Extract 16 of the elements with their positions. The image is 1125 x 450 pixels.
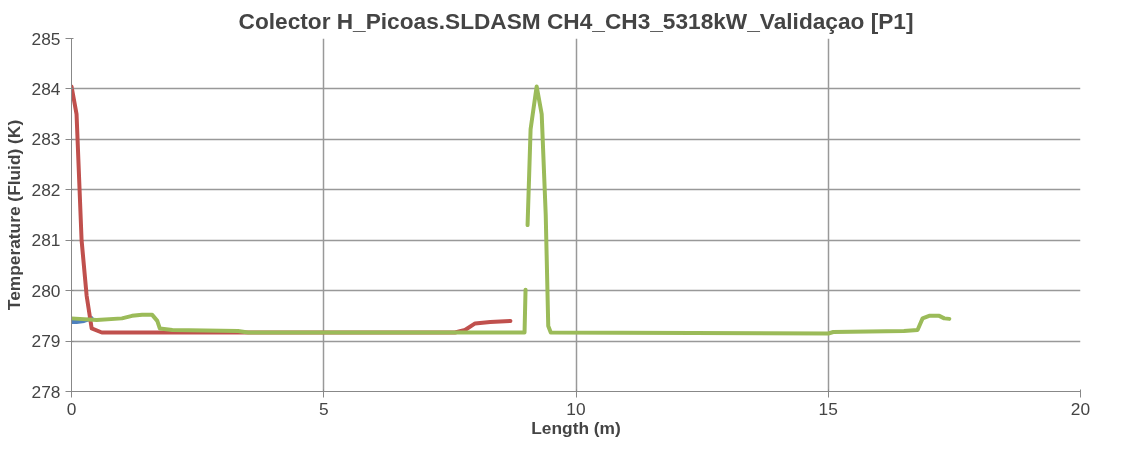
y-tick-label: 281 — [31, 230, 61, 251]
x-tick-label: 10 — [566, 398, 586, 419]
y-tick-label: 284 — [31, 78, 61, 99]
y-tick-label: 278 — [31, 381, 61, 402]
chart-title: Colector H_Picoas.SLDASM CH4_CH3_5318kW_Validaçao [P1] — [238, 7, 914, 34]
y-tick-label: 282 — [31, 179, 61, 200]
x-tick-label: 0 — [66, 398, 77, 419]
x-tick-label: 5 — [318, 398, 329, 419]
y-tick-label: 279 — [31, 331, 61, 352]
y-tick-label: 285 — [31, 28, 61, 49]
x-tick-label: 15 — [818, 398, 838, 419]
y-tick-label: 283 — [31, 129, 61, 150]
x-tick-label: 20 — [1070, 398, 1091, 419]
y-tick-label: 280 — [31, 280, 61, 301]
x-axis-title: Length (m) — [531, 417, 621, 438]
y-axis-title: Temperature (Fluid) (K) — [3, 119, 24, 311]
